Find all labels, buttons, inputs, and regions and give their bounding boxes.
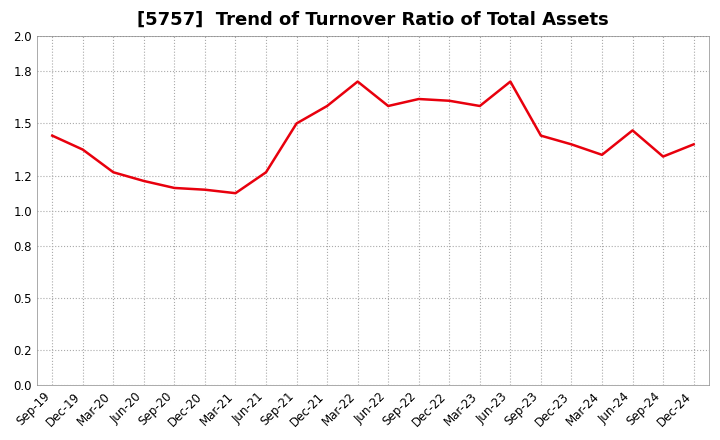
Title: [5757]  Trend of Turnover Ratio of Total Assets: [5757] Trend of Turnover Ratio of Total … <box>137 11 609 29</box>
